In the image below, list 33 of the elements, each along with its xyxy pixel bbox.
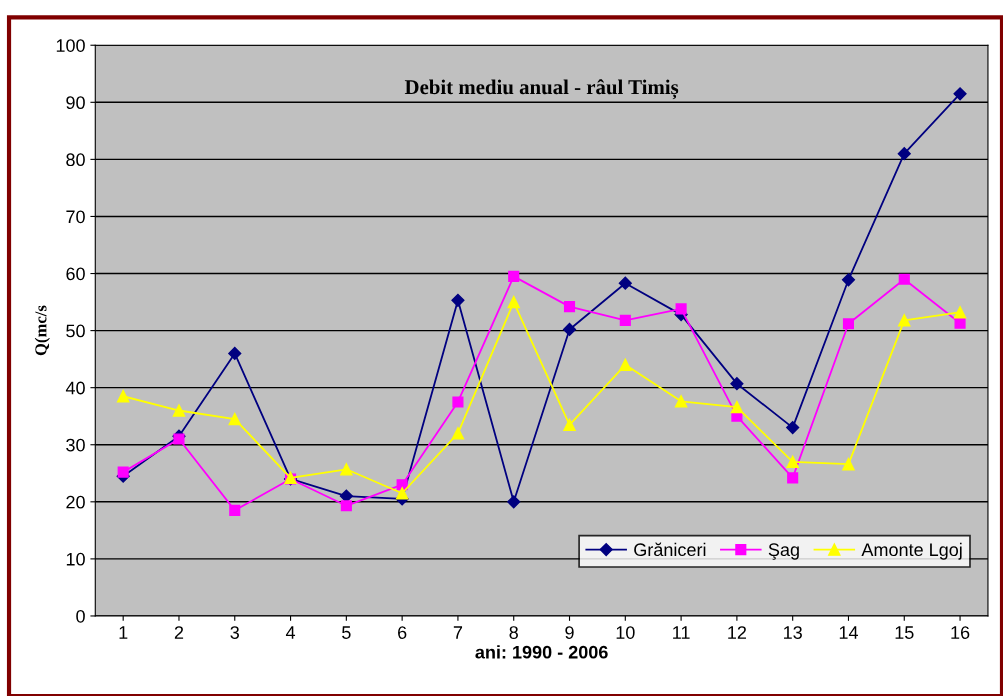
y-tick-label: 90 [66, 96, 85, 110]
x-tick-label: 5 [342, 626, 351, 639]
text: Debit mediu anual - râul Timiș [404, 79, 679, 100]
x-tick-label: 13 [784, 626, 802, 639]
x-tick-label: 10 [616, 626, 635, 639]
x-tick-label: 3 [230, 626, 239, 639]
y-tick-label: 100 [56, 39, 85, 52]
x-tick-label: 11 [673, 626, 690, 639]
x-tick-label: 9 [565, 626, 574, 639]
y-tick-label: 80 [66, 153, 85, 167]
x-tick-label: 1 [119, 626, 128, 639]
y-tick-label: 40 [65, 381, 85, 395]
x-tick-label: 2 [174, 626, 184, 639]
x-tick-label: 4 [285, 626, 296, 639]
x-tick-label: 7 [453, 626, 463, 639]
y-tick-label: 10 [66, 552, 85, 566]
x-tick-label: 15 [895, 626, 914, 639]
legend-label: Grăniceri [634, 542, 706, 557]
y-tick-label: 0 [76, 609, 85, 623]
y-tick-label: 70 [66, 210, 85, 224]
x-tick-label: 6 [398, 626, 407, 639]
x-tick-label: 16 [951, 626, 970, 639]
x-tick-label: 12 [728, 626, 747, 639]
y-tick-label: 30 [66, 438, 85, 452]
y-tick-label: 50 [66, 324, 85, 338]
x-tick-label: 14 [839, 626, 858, 639]
x-tick-label: 8 [509, 626, 518, 639]
legend-label: Amonte Lgoj [861, 542, 962, 560]
y-tick-label: 60 [66, 267, 85, 281]
y-tick-label: 20 [66, 495, 85, 509]
x-axis-title: ani: 1990 - 2006 [475, 645, 608, 659]
y-axis-title: Q(mc/s [34, 305, 50, 356]
legend-label: Şag [768, 543, 799, 560]
